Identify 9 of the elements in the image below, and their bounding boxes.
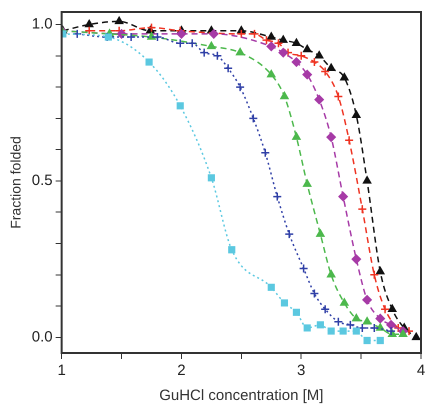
x-tick-label: 2 [177, 362, 186, 380]
x-axis-title: GuHCl concentration [M] [159, 387, 324, 404]
y-tick-label: 0.5 [32, 172, 53, 190]
x-tick-label: 4 [416, 362, 426, 380]
y-tick-label: 1.0 [32, 16, 53, 33]
x-tick-label: 1 [57, 362, 66, 380]
x-tick-label: 3 [297, 362, 306, 380]
y-tick-label: 0.0 [32, 328, 53, 346]
y-axis-title: Fraction folded [7, 136, 24, 229]
